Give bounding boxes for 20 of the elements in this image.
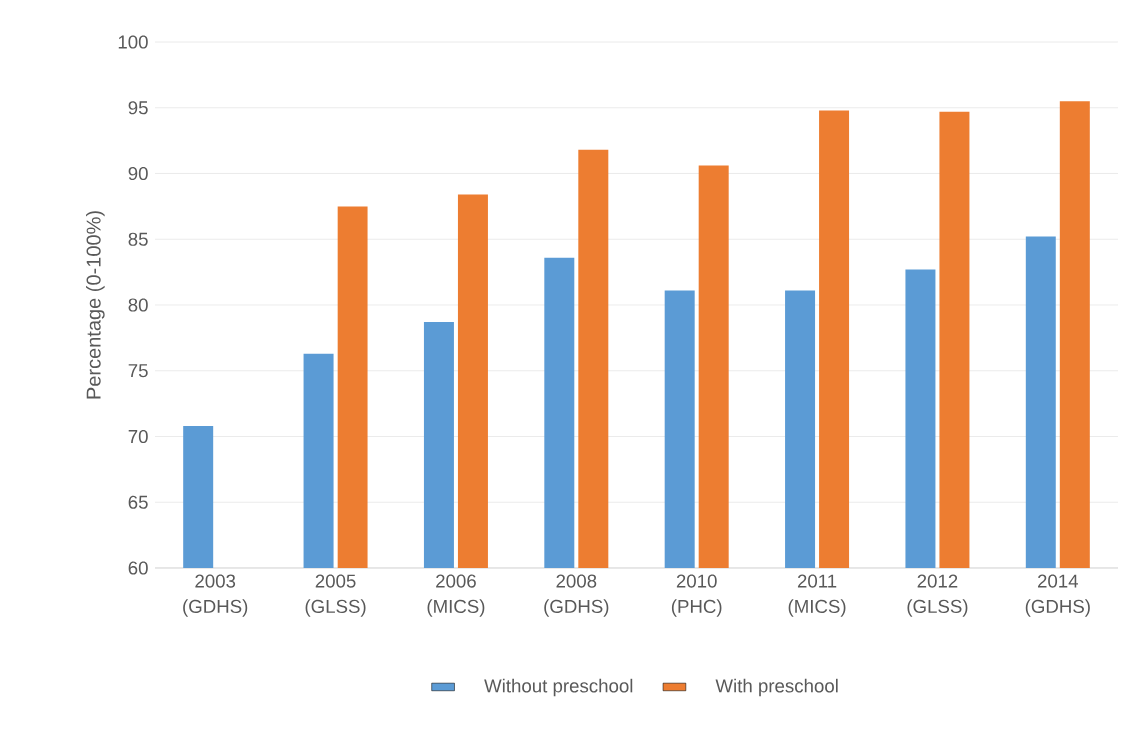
x-tick-label: 2010 (PHC)	[671, 574, 722, 617]
legend-label: With preschool	[715, 678, 838, 697]
y-axis-title: Percentage (0-100%)	[86, 211, 105, 399]
legend-label: Without preschool	[484, 678, 633, 697]
y-tick-label: 85	[128, 232, 148, 246]
x-tick-label: 2005 (GLSS)	[305, 574, 366, 617]
x-tick-label: 2008 (GDHS)	[544, 574, 609, 617]
y-tick-label: 70	[128, 429, 148, 444]
y-tick-label: 75	[128, 364, 148, 378]
y-tick-label: 60	[128, 561, 148, 575]
x-tick-label: 2003 (GDHS)	[183, 574, 248, 617]
x-tick-label: 2006 (MICS)	[427, 574, 485, 617]
y-tick-label: 100	[118, 35, 148, 49]
y-tick-label: 65	[128, 495, 148, 509]
y-tick-label: 80	[128, 298, 148, 312]
x-tick-label: 2011 (MICS)	[788, 574, 846, 617]
x-tick-label: 2012 (GLSS)	[907, 574, 968, 617]
y-tick-label: 95	[128, 101, 148, 115]
x-tick-label: 2014 (GDHS)	[1025, 574, 1090, 617]
y-tick-label: 90	[128, 166, 148, 181]
